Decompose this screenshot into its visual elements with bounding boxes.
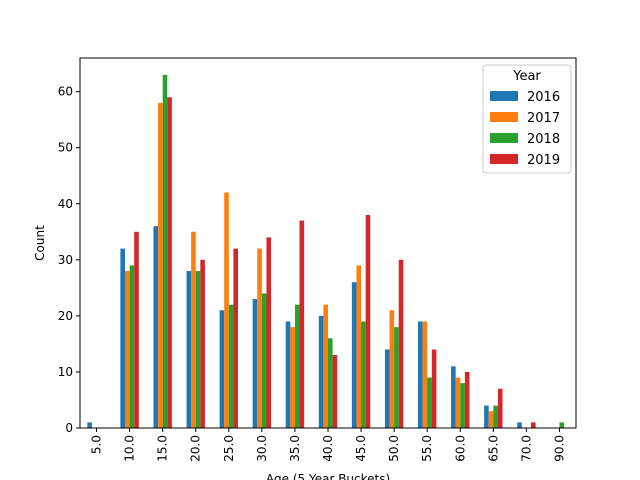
bar-2019-45.0 [365, 214, 371, 428]
legend-label-2016: 2016 [527, 90, 560, 105]
y-axis: 0 10 20 30 40 50 60 [58, 85, 80, 435]
y-tick-label: 50 [58, 141, 73, 155]
x-tick-label: 15.0 [156, 435, 170, 462]
bar-2016-60.0 [451, 366, 456, 428]
bar-2019-20.0 [200, 259, 205, 428]
x-tick-label: 10.0 [123, 435, 137, 462]
x-tick-label: 5.0 [90, 435, 104, 454]
bar-2019-40.0 [332, 355, 338, 428]
bar-2019-30.0 [266, 237, 272, 428]
bar-2019-35.0 [299, 220, 305, 428]
legend: Year 2016 2017 2018 2019 [482, 64, 572, 174]
bar-2019-55.0 [431, 349, 437, 428]
y-tick-label: 30 [58, 253, 73, 267]
x-tick-label: 70.0 [519, 435, 533, 462]
bar-2018-25.0 [228, 304, 234, 428]
bar-2016-10.0 [120, 248, 125, 428]
bar-2018-35.0 [294, 304, 300, 428]
x-tick-label: 50.0 [387, 435, 401, 462]
x-tick-label: 90.0 [552, 435, 566, 462]
bar-2017-15.0 [158, 102, 163, 428]
y-tick-label: 40 [58, 197, 73, 211]
bar-2018-60.0 [460, 383, 465, 428]
bar-2016-55.0 [418, 321, 423, 428]
legend-swatch-2018 [490, 133, 518, 143]
bar-2018-45.0 [361, 321, 366, 428]
bar-2016-65.0 [484, 405, 489, 428]
bar-2018-20.0 [195, 271, 201, 428]
bar-2018-90.0 [559, 422, 565, 428]
bar-2018-50.0 [394, 327, 399, 428]
x-axis-label: Age (5 Year Buckets) [266, 472, 390, 480]
x-tick-label: 65.0 [486, 435, 500, 462]
x-tick-label: 40.0 [321, 435, 335, 462]
y-tick-label: 10 [58, 365, 73, 379]
bar-2017-35.0 [290, 327, 295, 428]
legend-label-2019: 2019 [527, 153, 560, 168]
bar-2016-70.0 [517, 422, 522, 428]
bar-2017-45.0 [356, 265, 362, 428]
legend-title: Year [512, 69, 541, 84]
y-tick-label: 60 [58, 85, 73, 99]
x-tick-label: 60.0 [453, 435, 467, 462]
bar-2017-55.0 [422, 321, 428, 428]
bar-2018-55.0 [427, 377, 432, 428]
bar-2019-65.0 [497, 388, 503, 428]
bar-2019-70.0 [531, 422, 536, 428]
bar-2017-20.0 [191, 231, 196, 428]
plot-frame [79, 57, 577, 429]
bar-2016-30.0 [252, 299, 258, 428]
bar-2018-30.0 [261, 293, 267, 428]
y-tick-label: 20 [58, 309, 73, 323]
bars-group [87, 74, 565, 429]
bar-2016-15.0 [153, 226, 159, 428]
bar-2019-60.0 [464, 371, 470, 428]
bar-2017-30.0 [257, 248, 262, 428]
bar-2019-25.0 [233, 248, 238, 428]
bar-2017-40.0 [323, 304, 328, 428]
bar-2018-65.0 [493, 405, 498, 428]
bar-2016-45.0 [351, 282, 357, 428]
x-tick-label: 35.0 [288, 435, 302, 462]
bar-2019-15.0 [167, 97, 172, 429]
legend-items: 2016 2017 2018 2019 [490, 90, 560, 168]
x-axis: 5.0 10.0 15.0 20.0 25.0 30.0 35.0 40.0 45.0 50.0 5… [90, 428, 566, 462]
bar-2016-5.0 [87, 422, 92, 428]
bar-2017-65.0 [488, 411, 494, 428]
y-tick-label: 0 [65, 421, 73, 435]
bar-2019-50.0 [398, 259, 404, 428]
bar-2016-35.0 [285, 321, 291, 428]
bar-2017-10.0 [125, 271, 130, 428]
x-tick-label: 20.0 [189, 435, 203, 462]
legend-swatch-2017 [490, 112, 518, 122]
bar-2016-20.0 [186, 271, 192, 428]
x-tick-label: 55.0 [420, 435, 434, 462]
legend-label-2017: 2017 [527, 111, 560, 126]
bar-2017-50.0 [389, 310, 395, 428]
bar-2017-60.0 [455, 377, 461, 428]
y-axis-label: Count [33, 225, 47, 261]
legend-label-2018: 2018 [527, 132, 560, 147]
bar-2018-40.0 [328, 338, 333, 428]
bar-2019-10.0 [134, 231, 139, 428]
x-tick-label: 45.0 [354, 435, 368, 462]
x-tick-label: 25.0 [222, 435, 236, 462]
bar-2016-50.0 [384, 349, 390, 428]
x-tick-label: 30.0 [255, 435, 269, 462]
legend-swatch-2016 [490, 91, 518, 101]
bar-2016-25.0 [219, 310, 225, 428]
bar-2016-40.0 [318, 315, 324, 428]
bar-2018-15.0 [162, 74, 168, 428]
bar-2017-25.0 [224, 192, 229, 428]
bar-2018-10.0 [129, 265, 135, 428]
legend-swatch-2019 [490, 154, 518, 164]
